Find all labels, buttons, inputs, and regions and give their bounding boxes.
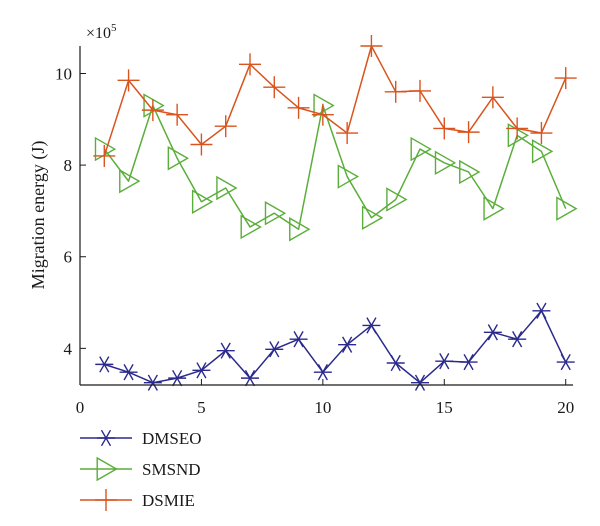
data-point-smsnd-12: [361, 205, 384, 230]
legend-label-smsnd: SMSND: [142, 460, 201, 479]
data-point-smsnd-9: [289, 217, 311, 242]
data-point-smsnd-3: [143, 93, 165, 118]
data-point-smsnd-8: [264, 201, 287, 226]
data-point-dmseo-3: [143, 374, 162, 391]
data-point-smsnd-7: [240, 214, 262, 240]
data-point-dmseo-9: [289, 331, 308, 348]
y-axis-label: Migration energy (J): [28, 141, 49, 290]
data-point-dsmie-5: [190, 133, 213, 156]
data-point-smsnd-6: [216, 175, 238, 201]
data-point-smsnd-18: [507, 123, 530, 148]
data-point-dsmie-16: [457, 121, 480, 144]
x-tick-label-20: 20: [557, 398, 574, 417]
y-axis-exponent-label: ×105: [86, 22, 117, 42]
data-point-dsmie-4: [166, 103, 189, 126]
data-point-smsnd-14: [410, 136, 432, 162]
data-point-dmseo-10: [313, 364, 332, 381]
data-point-dsmie-1: [93, 144, 116, 167]
data-point-dmseo-14: [411, 374, 429, 391]
legend-marker-dmseo: [97, 429, 115, 447]
data-point-smsnd-17: [483, 196, 505, 221]
y-axis-exponent-power: 5: [111, 22, 117, 34]
data-point-dmseo-15: [435, 353, 454, 370]
series-line-dsmie: [103, 45, 567, 157]
plot-area: [93, 35, 578, 391]
y-axis-exponent-base: ×10: [86, 25, 111, 42]
data-point-dsmie-6: [214, 115, 237, 138]
data-point-dmseo-2: [119, 364, 138, 381]
data-point-dsmie-10: [311, 103, 334, 126]
data-point-dsmie-3: [141, 99, 164, 122]
x-tick-label-15: 15: [436, 398, 453, 417]
data-point-dsmie-8: [263, 76, 286, 99]
data-point-dmseo-12: [362, 317, 381, 334]
data-point-dsmie-15: [433, 117, 456, 140]
data-point-smsnd-19: [531, 139, 554, 164]
data-point-dmseo-1: [95, 356, 114, 373]
data-point-dsmie-12: [360, 35, 383, 57]
data-point-dsmie-18: [506, 117, 529, 140]
data-point-dmseo-20: [556, 353, 575, 371]
legend-marker-smsnd: [96, 456, 118, 482]
legend-entry-dsmie: DSMIE: [80, 489, 195, 511]
data-point-dmseo-5: [192, 362, 211, 379]
data-point-smsnd-4: [167, 146, 190, 171]
data-point-smsnd-15: [434, 150, 457, 176]
data-point-dsmie-11: [336, 122, 359, 145]
data-point-dsmie-20: [554, 67, 577, 90]
series-line-smsnd: [103, 104, 567, 230]
data-point-dmseo-11: [338, 336, 357, 353]
x-tick-label-0: 0: [76, 398, 85, 417]
data-point-dsmie-13: [384, 80, 407, 103]
legend-marker-dsmie: [95, 489, 117, 511]
legend-label-dmseo: DMSEO: [142, 429, 202, 448]
data-point-smsnd-11: [337, 164, 360, 189]
legend-entry-dmseo: DMSEO: [80, 429, 202, 448]
y-tick-label-4: 4: [64, 339, 73, 358]
legend-entry-smsnd: SMSND: [80, 456, 201, 482]
data-point-dmseo-19: [532, 302, 551, 319]
data-point-dmseo-4: [168, 369, 187, 387]
x-tick-label-5: 5: [197, 398, 206, 417]
data-point-dmseo-16: [459, 353, 478, 371]
data-point-dmseo-17: [483, 324, 502, 341]
series-line-dmseo: [104, 310, 567, 384]
data-point-dsmie-14: [409, 79, 431, 102]
data-point-dsmie-19: [530, 122, 553, 145]
data-point-dsmie-7: [239, 53, 261, 76]
data-point-smsnd-5: [191, 189, 214, 214]
legend-label-dsmie: DSMIE: [142, 491, 195, 510]
data-point-dmseo-13: [386, 354, 405, 372]
axes: 0 5 10 15 20 4 6 8 10: [55, 46, 574, 417]
data-point-dmseo-7: [241, 369, 259, 387]
data-point-dsmie-9: [287, 96, 310, 119]
y-tick-label-10: 10: [55, 64, 72, 83]
y-tick-label-8: 8: [64, 156, 73, 175]
data-point-smsnd-13: [386, 187, 408, 212]
data-point-smsnd-16: [459, 159, 481, 185]
data-point-dsmie-17: [481, 86, 504, 109]
x-tick-label-10: 10: [314, 398, 331, 417]
data-point-smsnd-20: [556, 196, 578, 221]
legend: DMSEO SMSND DSMIE: [80, 429, 202, 511]
data-point-smsnd-10: [313, 93, 335, 118]
data-point-smsnd-2: [119, 168, 141, 194]
data-point-dmseo-6: [216, 342, 235, 359]
y-tick-label-6: 6: [64, 248, 73, 267]
data-point-dmseo-18: [508, 331, 527, 348]
data-point-dmseo-8: [265, 341, 284, 358]
data-point-dsmie-2: [117, 69, 140, 92]
